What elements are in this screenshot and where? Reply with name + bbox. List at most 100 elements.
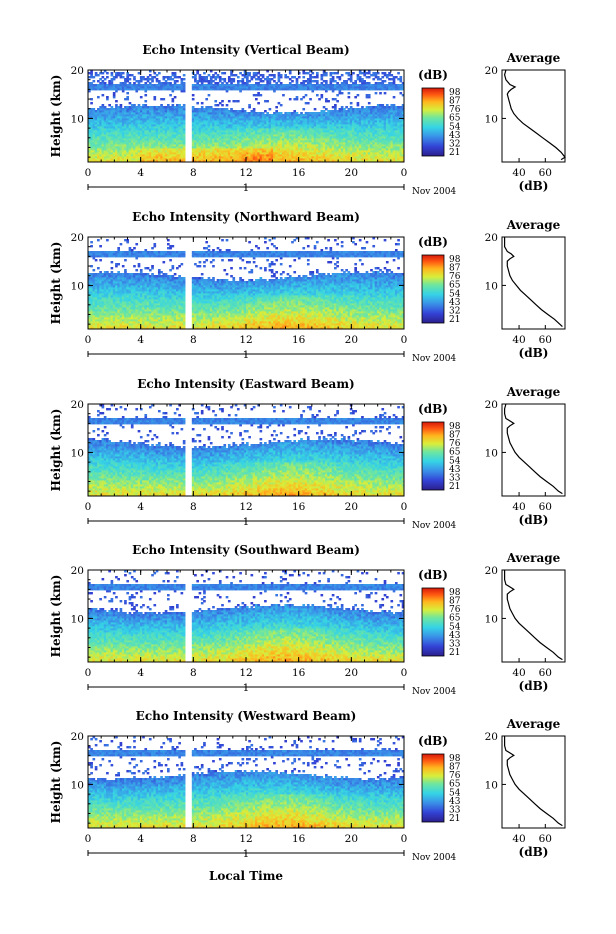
average-profile: Average20104060(dB) xyxy=(485,51,565,193)
heatmap-cell xyxy=(97,239,100,241)
x-tick-label: 12 xyxy=(239,167,252,179)
heatmap-cell xyxy=(90,98,93,100)
heatmap-cell xyxy=(375,92,378,94)
heatmap-cell xyxy=(106,96,109,98)
heatmap-cell xyxy=(384,92,387,94)
panel-title: Echo Intensity (Northward Beam) xyxy=(132,210,360,224)
heatmap-cell xyxy=(237,76,240,78)
heatmap-cell xyxy=(226,104,229,106)
heatmap-cell xyxy=(106,76,109,78)
heatmap-cell xyxy=(174,72,177,74)
heatmap-cell xyxy=(176,80,179,82)
heatmap-cells xyxy=(88,70,404,162)
heatmap-cell xyxy=(253,108,256,110)
heatmap-cell xyxy=(282,94,285,96)
heatmap-cell xyxy=(138,72,141,74)
heatmap-cell xyxy=(302,76,305,78)
heatmap-cell xyxy=(102,94,105,96)
heatmap-cell xyxy=(126,92,129,94)
heatmap-cell xyxy=(255,98,258,100)
heatmap-cell xyxy=(332,76,335,78)
y-axis-label: Height (km) xyxy=(49,75,63,158)
heatmap-cell xyxy=(280,74,283,76)
heatmap-cell xyxy=(336,100,339,102)
heatmap-cell xyxy=(144,100,147,102)
heatmap-cell xyxy=(296,96,299,98)
heatmap-cell xyxy=(99,245,102,247)
heatmap-cell xyxy=(334,104,337,106)
heatmap-cell xyxy=(97,267,100,269)
heatmap-cell xyxy=(122,72,125,74)
average-profile-line xyxy=(505,70,565,160)
average-frame xyxy=(502,70,565,162)
heatmap-cell xyxy=(208,94,211,96)
heatmap-cell xyxy=(97,96,100,98)
heatmap-cell xyxy=(289,98,292,100)
heatmap-cell xyxy=(307,102,310,104)
heatmap-cell xyxy=(262,74,265,76)
heatmap-cell xyxy=(196,102,199,104)
heatmap-cell xyxy=(257,102,260,104)
heatmap-cell xyxy=(115,100,118,102)
x-tick-label: 0 xyxy=(85,167,92,179)
heatmap-cell xyxy=(393,96,396,98)
heatmap-cell xyxy=(93,80,96,82)
panel-title: Echo Intensity (Vertical Beam) xyxy=(142,43,349,57)
heatmap-cell xyxy=(133,76,136,78)
average-x-label: (dB) xyxy=(519,179,549,193)
x-tick-label: 16 xyxy=(292,167,306,179)
heatmap-cell xyxy=(228,100,231,102)
heatmap-cell xyxy=(399,76,402,78)
x-tick-label: 0 xyxy=(401,167,408,179)
heatmap-cell xyxy=(232,78,235,80)
heatmap-cell xyxy=(320,94,323,96)
heatmap-cell xyxy=(397,72,400,74)
y-tick-label: 10 xyxy=(71,113,84,125)
heatmap-cell xyxy=(192,94,195,96)
heatmap-cell xyxy=(140,96,143,98)
heatmap-cell xyxy=(129,78,132,80)
heatmap-cell xyxy=(90,102,93,104)
heatmap-cell xyxy=(205,98,208,100)
heatmap-cell xyxy=(368,94,371,96)
heatmap-cell xyxy=(169,94,172,96)
colorbar-unit: (dB) xyxy=(418,68,448,82)
heatmap-cell xyxy=(144,94,147,96)
heatmap-cell xyxy=(183,74,186,76)
heatmap-cell xyxy=(248,72,251,74)
heatmap-cell xyxy=(201,102,204,104)
x-tick-label: 4 xyxy=(137,167,144,179)
heatmap-cell xyxy=(348,96,351,98)
heatmap-cell xyxy=(90,241,93,243)
heatmap-cell xyxy=(273,74,276,76)
heatmap-cell xyxy=(302,108,305,110)
average-y-tick-label: 20 xyxy=(485,65,498,77)
heatmap-cell xyxy=(316,94,319,96)
heatmap-cell xyxy=(269,108,272,110)
heatmap-cells xyxy=(88,237,404,329)
heatmap-cell xyxy=(316,80,319,82)
heatmap-cell xyxy=(214,100,217,102)
average-x-tick-label: 40 xyxy=(512,167,525,179)
heatmap-cell xyxy=(126,96,129,98)
date-label: Nov 2004 xyxy=(412,187,456,197)
heatmap-cell xyxy=(298,76,301,78)
heatmap-cell xyxy=(341,92,344,94)
x-tick-label: 8 xyxy=(190,167,197,179)
heatmap-cell xyxy=(99,259,102,261)
y-tick-label: 20 xyxy=(71,65,84,77)
heatmap-cell xyxy=(106,72,109,74)
heatmap-cell xyxy=(352,72,355,74)
heatmap-cell xyxy=(248,104,251,106)
heatmap-cell xyxy=(379,92,382,94)
heatmap-cell xyxy=(183,104,186,106)
heatmap-cell xyxy=(316,72,319,74)
heatmap-cell xyxy=(192,98,195,100)
heatmap-cell xyxy=(223,72,226,74)
heatmap-cell xyxy=(280,104,283,106)
heatmap-cell xyxy=(95,259,98,261)
heatmap-cell xyxy=(153,96,156,98)
heatmap-cell xyxy=(314,108,317,110)
